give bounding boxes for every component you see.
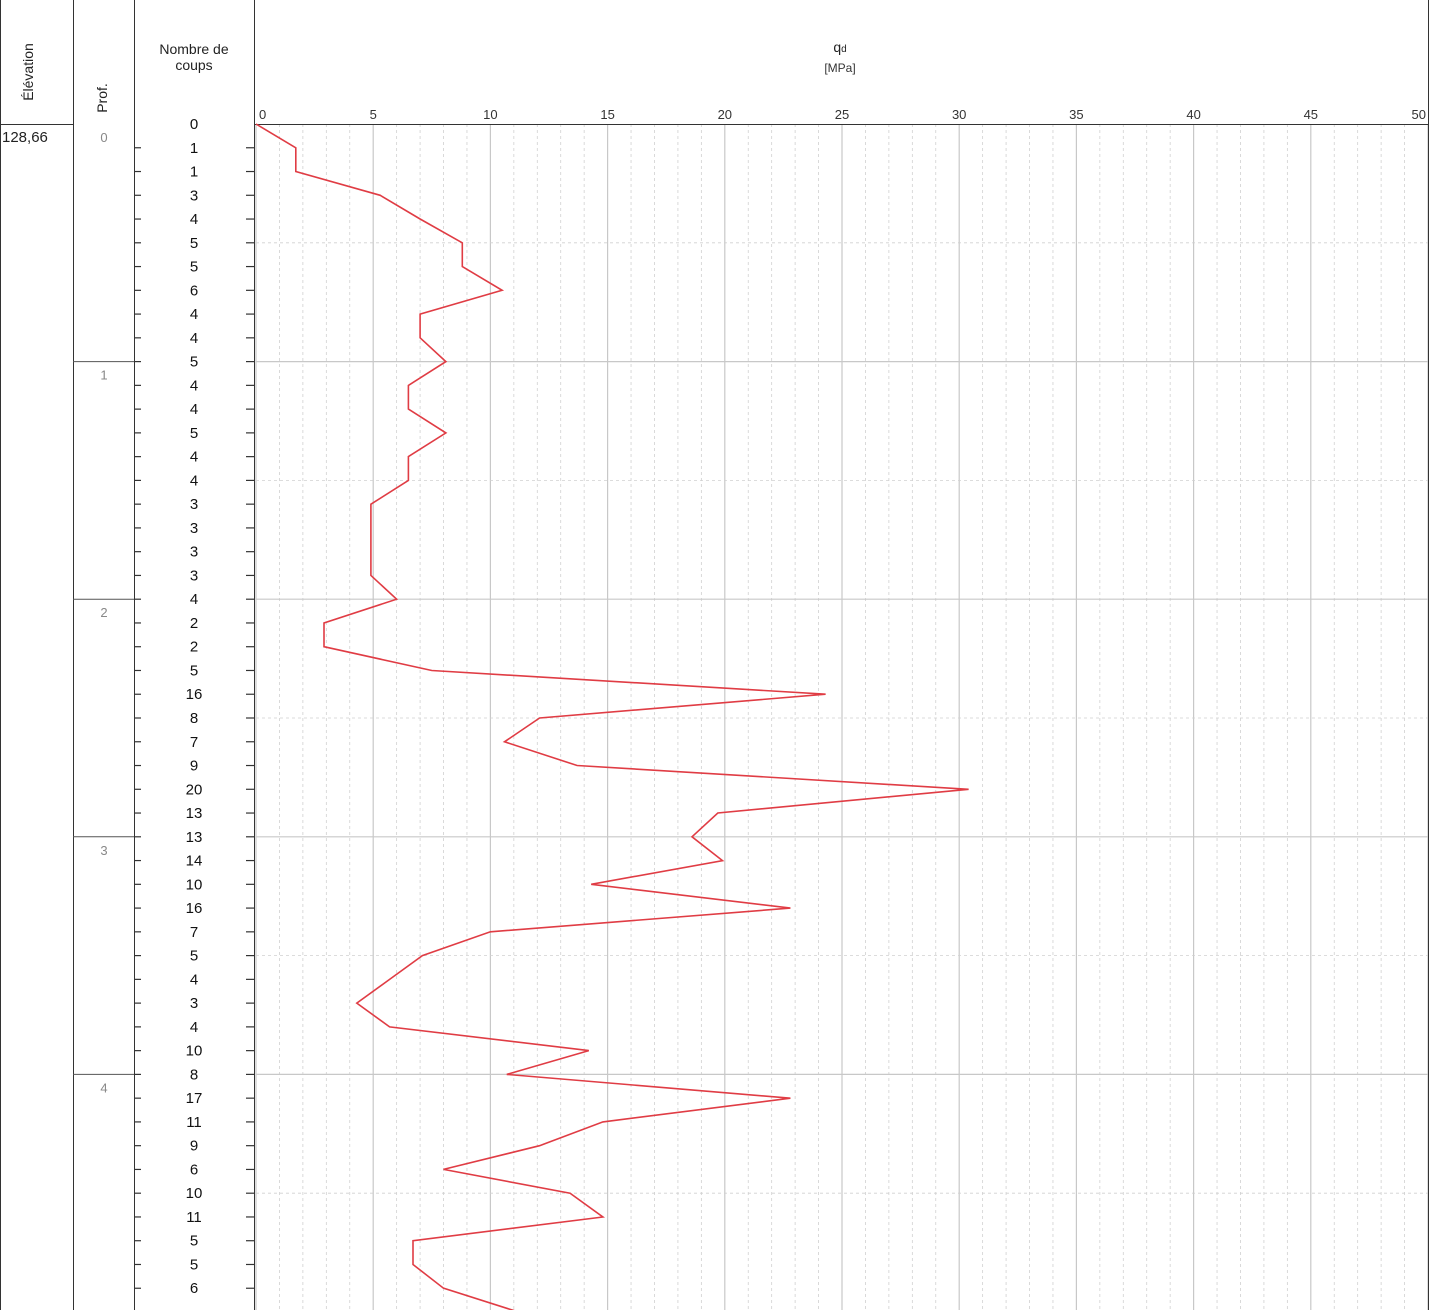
depth-tick-label: 1	[100, 368, 107, 383]
x-tick-label: 35	[1069, 107, 1083, 122]
blow-count-label: 3	[190, 995, 198, 1012]
blow-count-label: 5	[190, 354, 198, 371]
blow-count-label: 17	[186, 1090, 203, 1107]
blow-count-header-line1: Nombre de	[159, 41, 229, 57]
blow-count-label: 9	[190, 758, 198, 775]
qd-unit: [MPa]	[824, 61, 856, 75]
blow-count-header-line2: coups	[175, 57, 213, 73]
blow-count-label: 4	[190, 1019, 198, 1036]
x-tick-label: 40	[1186, 107, 1200, 122]
elevation-value: 128,66	[2, 129, 48, 146]
blow-count-label: 4	[190, 330, 198, 347]
x-tick-label: 10	[483, 107, 497, 122]
blow-count-column: 0113455644544544333342251687920131314101…	[134, 116, 254, 1297]
blow-count-label: 1	[190, 140, 198, 157]
x-tick-label: 15	[600, 107, 614, 122]
x-tick-label: 25	[835, 107, 849, 122]
blow-count-label: 9	[190, 1138, 198, 1155]
blow-count-label: 4	[190, 472, 198, 489]
blow-count-label: 0	[190, 116, 198, 133]
blow-count-label: 10	[186, 1185, 203, 1202]
blow-count-label: 4	[190, 377, 198, 394]
blow-count-label: 11	[186, 1114, 202, 1131]
x-tick-label: 30	[952, 107, 966, 122]
blow-count-label: 4	[190, 211, 198, 228]
blow-count-label: 16	[186, 686, 203, 703]
blow-count-label: 13	[186, 829, 203, 846]
qd-header: qd [MPa]	[780, 38, 900, 77]
blow-count-label: 6	[190, 1161, 198, 1178]
blow-count-label: 11	[186, 1209, 202, 1226]
blow-count-label: 5	[190, 1256, 198, 1273]
depth-axis: 0 1 2 3 4	[73, 130, 134, 1095]
blow-count-label: 5	[190, 1233, 198, 1250]
x-tick-label: 45	[1304, 107, 1318, 122]
grid-layer	[255, 124, 1429, 1310]
x-axis: 0 5 10 15 20 25 30 35 40 45 50	[259, 107, 1426, 122]
blow-count-label: 3	[190, 496, 198, 513]
qd-symbol: qd	[833, 39, 847, 55]
elevation-header: Élévation	[20, 43, 36, 101]
blow-count-label: 3	[190, 187, 198, 204]
blow-count-label: 16	[186, 900, 203, 917]
depth-tick-label: 2	[100, 605, 107, 620]
x-tick-label: 5	[370, 107, 377, 122]
blow-count-label: 3	[190, 520, 198, 537]
x-tick-label: 20	[718, 107, 732, 122]
blow-count-label: 7	[190, 924, 198, 941]
blow-count-label: 3	[190, 544, 198, 561]
qd-series-line	[255, 123, 969, 1310]
blow-count-label: 6	[190, 282, 198, 299]
blow-count-label: 4	[190, 591, 198, 608]
blow-count-label: 5	[190, 662, 198, 679]
blow-count-header: Nombre de coups	[136, 41, 252, 73]
x-tick-label: 50	[1412, 107, 1426, 122]
blow-count-label: 5	[190, 425, 198, 442]
blow-count-label: 13	[186, 805, 203, 822]
depth-header: Prof.	[94, 83, 110, 113]
depth-tick-label: 0	[100, 130, 107, 145]
depth-tick-label: 3	[100, 843, 107, 858]
blow-count-label: 10	[186, 1043, 203, 1060]
blow-count-label: 4	[190, 971, 198, 988]
blow-count-label: 7	[190, 734, 198, 751]
blow-count-label: 4	[190, 306, 198, 323]
qd-series	[255, 123, 969, 1310]
depth-tick-label: 4	[100, 1080, 107, 1095]
blow-count-label: 5	[190, 235, 198, 252]
blow-count-label: 3	[190, 567, 198, 584]
blow-count-label: 5	[190, 948, 198, 965]
blow-count-label: 4	[190, 401, 198, 418]
blow-count-label: 10	[186, 876, 203, 893]
blow-count-label: 1	[190, 164, 198, 181]
qd-subscript: d	[841, 44, 847, 55]
blow-count-label: 4	[190, 449, 198, 466]
blow-count-label: 2	[190, 615, 198, 632]
blow-count-label: 20	[186, 781, 203, 798]
blow-count-label: 2	[190, 639, 198, 656]
blow-count-label: 5	[190, 259, 198, 276]
blow-count-label: 8	[190, 1066, 198, 1083]
blow-count-label: 14	[186, 853, 203, 870]
blow-count-label: 8	[190, 710, 198, 727]
blow-count-label: 6	[190, 1280, 198, 1297]
x-tick-label: 0	[259, 107, 266, 122]
